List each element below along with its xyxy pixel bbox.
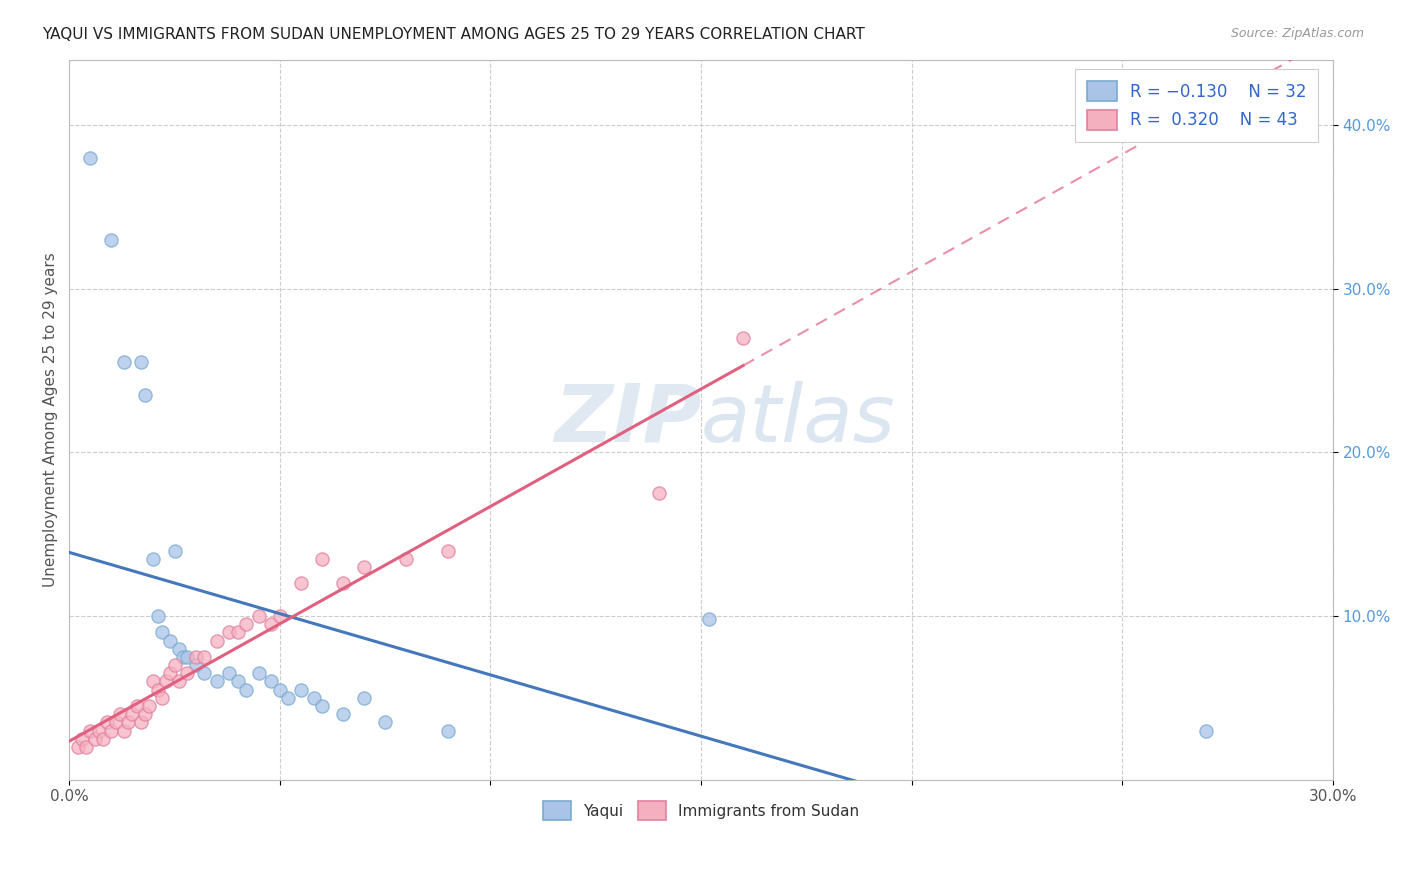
Point [142,551,165,566]
Text: YAQUI VS IMMIGRANTS FROM SUDAN UNEMPLOYMENT AMONG AGES 25 TO 29 YEARS CORRELATIO: YAQUI VS IMMIGRANTS FROM SUDAN UNEMPLOYM… [42,27,865,42]
Point [193,666,215,681]
Point [193,649,215,664]
Point [112,355,135,369]
Point [104,715,127,730]
Point [290,682,312,697]
Point [176,666,198,681]
Point [138,698,160,713]
Point [91,731,114,746]
Point [302,690,325,705]
Point [218,625,240,640]
Point [247,609,270,624]
Point [163,658,186,673]
Point [205,674,228,689]
Legend: Yaqui, Immigrants from Sudan: Yaqui, Immigrants from Sudan [537,795,865,826]
Point [205,633,228,648]
Point [648,486,671,500]
Point [134,707,156,722]
Point [332,576,354,591]
Point [66,739,89,754]
Point [159,666,181,681]
Point [79,151,101,165]
Point [100,723,122,738]
Point [247,666,270,681]
Y-axis label: Unemployment Among Ages 25 to 29 years: Unemployment Among Ages 25 to 29 years [44,252,58,587]
Point [125,698,148,713]
Point [159,633,181,648]
Point [699,612,721,626]
Point [226,625,249,640]
Point [277,690,299,705]
Point [117,715,139,730]
Point [121,707,143,722]
Text: ZIP: ZIP [554,381,702,458]
Point [150,690,173,705]
Point [290,576,312,591]
Point [112,723,135,738]
Point [269,609,291,624]
Point [108,707,131,722]
Point [374,715,396,730]
Point [332,707,354,722]
Point [437,723,460,738]
Point [176,649,198,664]
Point [87,723,110,738]
Point [129,355,152,369]
Point [79,723,101,738]
Point [70,731,93,746]
Point [142,674,165,689]
Point [226,674,249,689]
Point [437,543,460,558]
Point [184,649,207,664]
Point [163,543,186,558]
Point [218,666,240,681]
Point [172,649,194,664]
Point [83,731,105,746]
Point [96,715,118,730]
Point [167,641,190,656]
Text: atlas: atlas [702,381,896,458]
Point [260,674,283,689]
Point [146,609,169,624]
Point [167,674,190,689]
Point [733,331,755,345]
Point [395,551,418,566]
Point [146,682,169,697]
Point [155,674,177,689]
Point [75,739,97,754]
Point [311,551,333,566]
Point [134,388,156,402]
Point [129,715,152,730]
Text: Source: ZipAtlas.com: Source: ZipAtlas.com [1230,27,1364,40]
Point [269,682,291,697]
Point [184,658,207,673]
Point [353,690,375,705]
Point [235,617,257,632]
Point [150,625,173,640]
Point [1195,723,1218,738]
Point [100,233,122,247]
Point [235,682,257,697]
Point [260,617,283,632]
Point [353,560,375,574]
Point [311,698,333,713]
